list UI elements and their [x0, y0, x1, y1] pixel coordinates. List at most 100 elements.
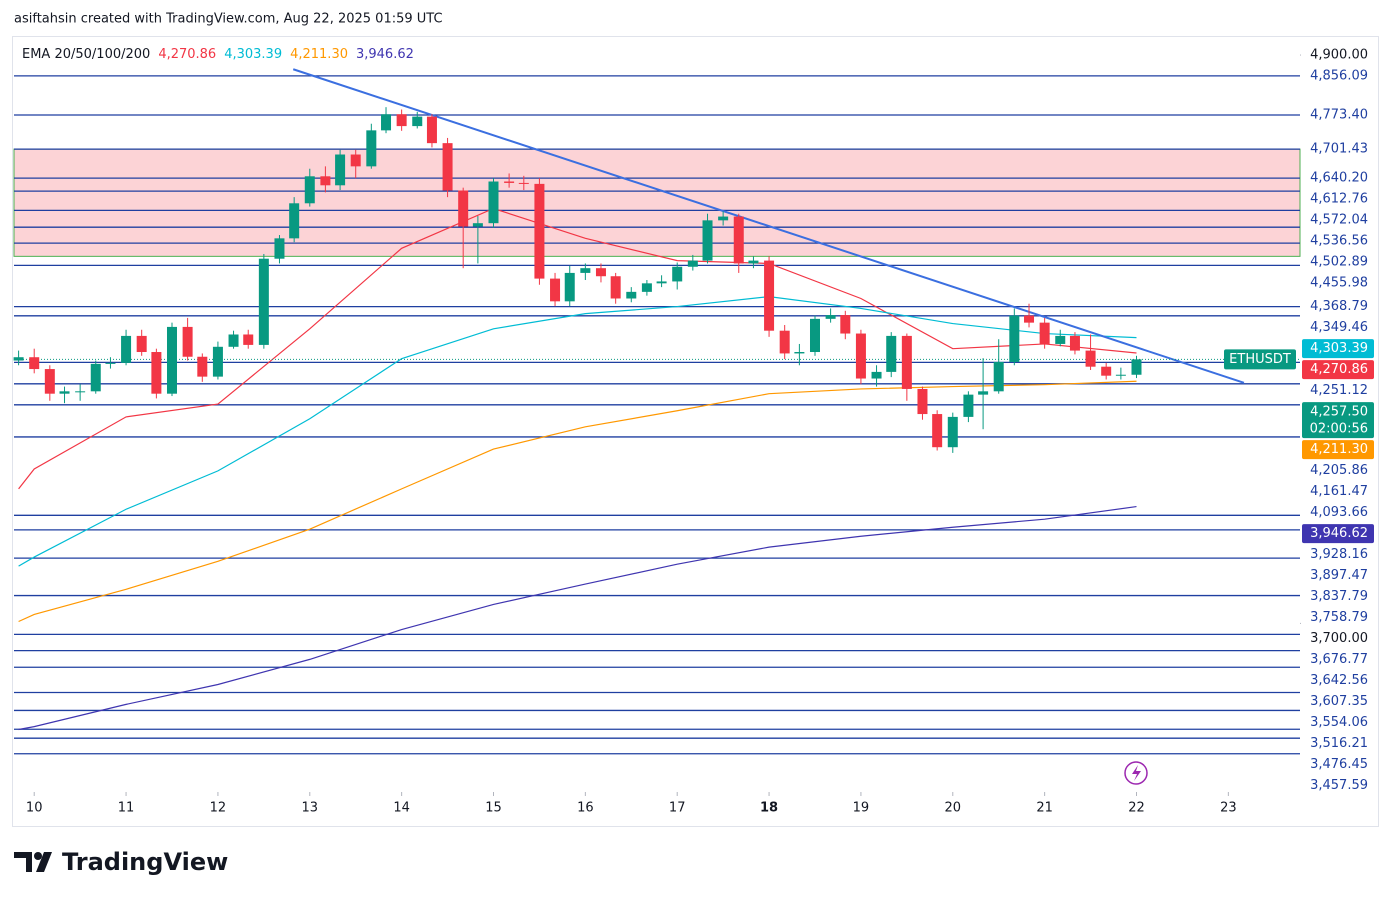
candle-body	[978, 391, 989, 395]
candle-body	[1039, 322, 1050, 344]
candle-body	[733, 216, 744, 264]
credit: asiftahsin created with TradingView.com,…	[14, 12, 443, 27]
candle-body	[105, 362, 116, 364]
alert-icon	[1124, 761, 1148, 785]
level-label: 4,612.76	[1310, 192, 1368, 207]
candle-body	[993, 361, 1004, 392]
ema-line	[18, 505, 1137, 731]
candle-body	[641, 283, 652, 292]
trendline	[292, 68, 1245, 384]
x-tick-label: 20	[945, 801, 962, 816]
level-label: 4,455.98	[1310, 276, 1368, 291]
x-tick-label: 21	[1036, 801, 1053, 816]
candle-body	[1009, 315, 1020, 362]
candle-body	[228, 334, 239, 347]
price-label: 4,257.50	[1310, 405, 1368, 420]
candle-body	[151, 352, 162, 394]
candle-body	[412, 116, 423, 127]
level-label: 3,554.06	[1310, 715, 1368, 730]
candle-body	[1085, 350, 1096, 367]
candle-body	[304, 176, 315, 204]
candle-body	[458, 190, 469, 227]
candle-body	[932, 414, 943, 448]
candle-body	[75, 391, 86, 393]
ema-value: 4,303.39	[224, 47, 282, 62]
candle-body	[534, 183, 545, 279]
candle-body	[564, 272, 575, 302]
x-tick-label: 16	[577, 801, 594, 816]
candle-body	[595, 268, 606, 277]
candle-body	[59, 391, 70, 394]
candle-body	[718, 216, 729, 221]
candle-body	[610, 276, 621, 299]
candle-body	[44, 369, 55, 394]
candle-body	[1055, 335, 1066, 344]
candle-body	[1024, 315, 1035, 323]
symbol-badge	[1224, 349, 1296, 370]
x-tick-label: 10	[26, 801, 43, 816]
candle-body	[687, 260, 698, 267]
ema-badge	[1302, 440, 1374, 460]
candle-body	[366, 130, 377, 167]
candle-body	[825, 315, 836, 319]
candle-body	[90, 363, 101, 392]
x-tick-label: 15	[485, 801, 502, 816]
x-tick-label: 17	[669, 801, 686, 816]
level-label: 3,758.79	[1310, 610, 1368, 625]
candle-body	[13, 357, 24, 361]
candle-body	[442, 143, 453, 191]
candle-body	[1101, 366, 1112, 376]
level-label: 3,607.35	[1310, 694, 1368, 709]
x-tick-label: 11	[118, 801, 135, 816]
candle-body	[1115, 374, 1126, 376]
candle-body	[472, 223, 483, 227]
candle-body	[886, 335, 897, 372]
level-label: 3,837.79	[1310, 589, 1368, 604]
candle-body	[136, 335, 147, 353]
ema-badge-label: 4,211.30	[1310, 442, 1368, 457]
level-label: 3,457.59	[1310, 778, 1368, 793]
ema-badge	[1302, 524, 1374, 544]
level-label: 4,251.12	[1310, 383, 1368, 398]
price-badge	[1302, 402, 1374, 439]
symbol-label: ETHUSDT	[1229, 352, 1291, 367]
candle-body	[794, 352, 805, 354]
x-tick-label: 22	[1128, 801, 1145, 816]
ema-value: 4,270.86	[158, 47, 216, 62]
brand: TradingView	[62, 848, 228, 876]
candle-body	[855, 333, 866, 379]
level-label: 3,897.47	[1310, 568, 1368, 583]
x-tick-label: 14	[393, 801, 410, 816]
candle-body	[243, 334, 254, 345]
candle-body	[917, 388, 928, 415]
candle-body	[212, 346, 223, 377]
candle-body	[518, 182, 529, 184]
candle-body	[350, 154, 361, 167]
candle-body	[29, 357, 40, 370]
level-label: 3,516.21	[1310, 736, 1368, 751]
indicator-name: EMA 20/50/100/200	[22, 47, 150, 62]
candle-body	[166, 326, 177, 394]
frame	[12, 36, 1379, 827]
candle-body	[274, 238, 285, 259]
x-tick-label: 13	[302, 801, 319, 816]
candle-body	[488, 181, 499, 224]
level-label: 4,572.04	[1310, 213, 1368, 228]
candle-body	[396, 114, 407, 127]
level-label: 3,476.45	[1310, 757, 1368, 772]
x-tick-label: 19	[853, 801, 870, 816]
candle-body	[335, 154, 346, 186]
candle-body	[550, 278, 561, 302]
axis-cover	[1301, 792, 1378, 826]
candle-body	[289, 203, 300, 239]
y-tick-label: 3,700.00	[1310, 631, 1368, 646]
candle-body	[672, 266, 683, 282]
candle-body	[963, 394, 974, 417]
candle-body	[764, 260, 775, 331]
level-label: 4,205.86	[1310, 463, 1368, 478]
ema-badge-label: 4,303.39	[1310, 341, 1368, 356]
x-tick-label: 18	[760, 801, 778, 816]
candle-body	[947, 416, 958, 448]
level-label: 4,640.20	[1310, 171, 1368, 186]
ema-badge-label: 3,946.62	[1310, 526, 1368, 541]
